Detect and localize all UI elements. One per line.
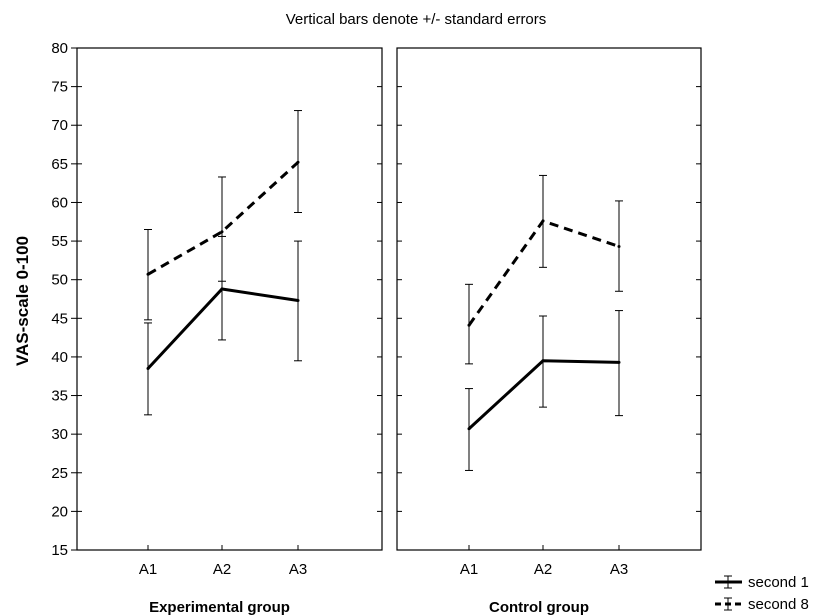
data-point: [617, 244, 621, 248]
y-tick-label: 75: [51, 79, 68, 96]
y-tick-label: 55: [51, 233, 68, 250]
y-tick-label: 30: [51, 426, 68, 443]
panel-label: Control group: [489, 599, 589, 616]
data-point: [541, 219, 545, 223]
y-tick-label: 35: [51, 388, 68, 405]
x-tick-label: A1: [139, 561, 157, 578]
data-point: [467, 427, 471, 431]
panel-frame: [396, 47, 702, 551]
y-tick-label: 25: [51, 465, 68, 482]
y-tick-label: 40: [51, 349, 68, 366]
x-tick-label: A3: [610, 561, 628, 578]
y-tick-label: 20: [51, 503, 68, 520]
x-tick-label: A2: [534, 561, 552, 578]
x-tick-label: A1: [460, 561, 478, 578]
data-point: [220, 230, 224, 234]
y-tick-label: 70: [51, 117, 68, 134]
legend-label: second 8: [748, 596, 809, 613]
y-tick-label: 15: [51, 542, 68, 559]
series-line-2: [467, 219, 620, 327]
y-tick-label: 45: [51, 310, 68, 327]
panel-frame: [76, 47, 383, 551]
y-tick-label: 65: [51, 156, 68, 173]
y-axis-label: VAS-scale 0-100: [13, 236, 32, 366]
data-point: [296, 299, 300, 303]
series-line-2: [147, 161, 300, 276]
legend-label: second 1: [748, 574, 809, 591]
data-point: [617, 360, 621, 364]
x-tick-label: A3: [289, 561, 307, 578]
series-line-1: [146, 287, 299, 370]
data-point: [467, 323, 471, 327]
chart-title: Vertical bars denote +/- standard errors: [286, 11, 547, 28]
data-point: [146, 272, 150, 276]
data-point: [146, 367, 150, 371]
data-point: [541, 359, 545, 363]
y-tick-label: 80: [51, 40, 68, 57]
series-line-1: [467, 359, 620, 430]
y-tick-label: 50: [51, 272, 68, 289]
panel-label: Experimental group: [149, 599, 290, 616]
data-point: [220, 287, 224, 291]
x-tick-label: A2: [213, 561, 231, 578]
y-tick-label: 60: [51, 194, 68, 211]
data-point: [296, 160, 300, 164]
